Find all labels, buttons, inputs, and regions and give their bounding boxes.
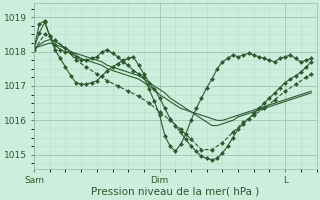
X-axis label: Pression niveau de la mer( hPa ): Pression niveau de la mer( hPa ): [91, 187, 260, 197]
